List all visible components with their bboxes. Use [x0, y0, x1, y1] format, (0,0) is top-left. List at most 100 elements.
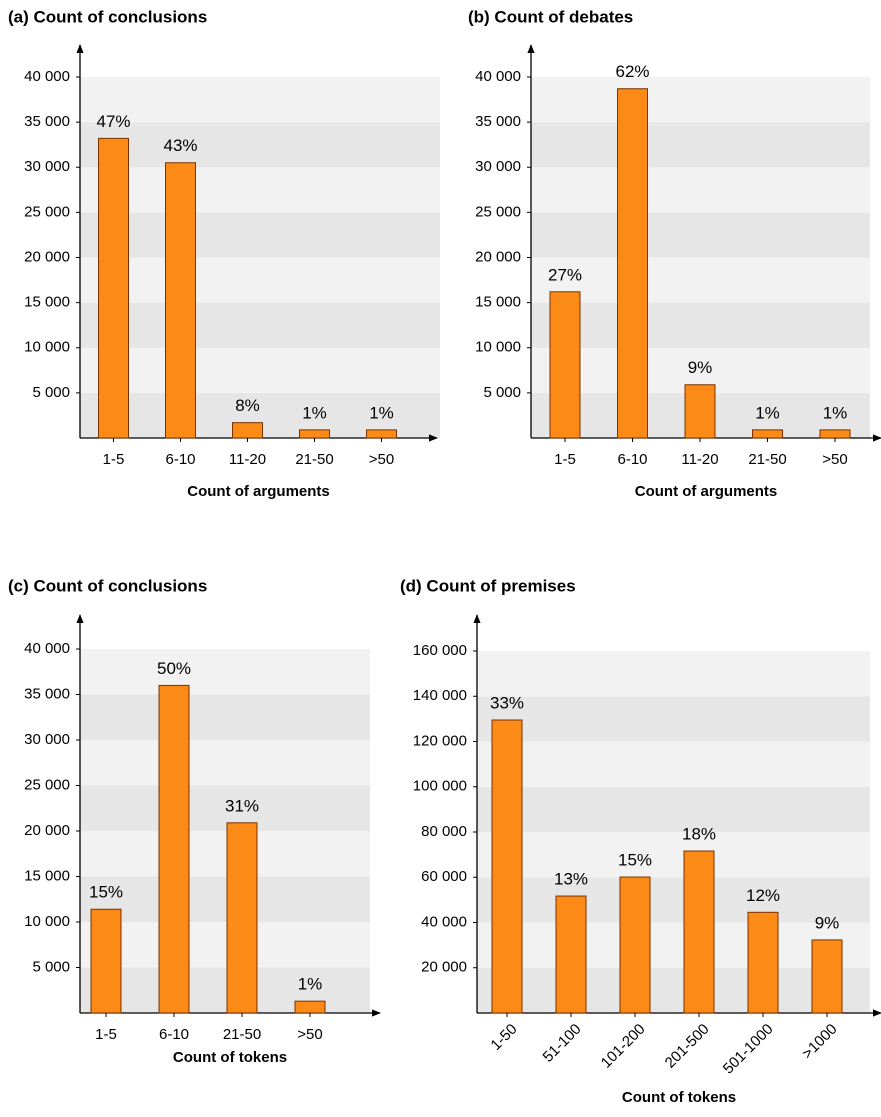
- x-tick-label: 1-5: [103, 451, 125, 468]
- bar-label: 1%: [302, 403, 327, 422]
- grid-band: [80, 347, 440, 393]
- x-tick-label: 21-50: [748, 451, 786, 468]
- x-tick-label: 1-5: [554, 451, 576, 468]
- grid-band: [477, 832, 870, 878]
- y-tick-label: 25 000: [24, 203, 70, 220]
- grid-band: [477, 877, 870, 923]
- bar-label: 1%: [369, 403, 394, 422]
- bar: [165, 162, 196, 439]
- bar-label: 33%: [490, 693, 524, 712]
- grid-band: [80, 302, 440, 348]
- bar-label: 9%: [815, 913, 840, 932]
- y-tick-label: 5 000: [483, 384, 521, 401]
- bar-label: 1%: [755, 403, 780, 422]
- grid-band: [80, 694, 370, 740]
- bar: [684, 384, 716, 439]
- bar: [683, 850, 715, 1014]
- y-tick-label: 160 000: [413, 642, 467, 659]
- y-tick-label: 100 000: [413, 778, 467, 795]
- x-tick-label: 51-100: [540, 1021, 585, 1066]
- y-tick-label: 35 000: [24, 685, 70, 702]
- x-tick-label: 6-10: [165, 451, 195, 468]
- y-tick-label: 10 000: [475, 339, 521, 356]
- bar-label: 1%: [298, 975, 323, 994]
- grid-band: [80, 649, 370, 695]
- grid-band: [80, 122, 440, 168]
- grid-band: [80, 785, 370, 831]
- bar: [232, 422, 263, 439]
- bar-label: 27%: [548, 265, 582, 284]
- bar-label: 18%: [682, 824, 716, 843]
- grid-band: [531, 257, 870, 303]
- y-tick-label: 140 000: [413, 687, 467, 704]
- x-tick-label: >1000: [799, 1021, 841, 1063]
- y-tick-label: 20 000: [475, 248, 521, 265]
- bar-label: 43%: [163, 136, 197, 155]
- x-tick-label: >50: [822, 451, 847, 468]
- grid-band: [477, 651, 870, 697]
- y-tick-label: 5 000: [32, 384, 70, 401]
- x-tick-label: 201-500: [662, 1021, 713, 1072]
- y-tick-label: 40 000: [421, 913, 467, 930]
- bar-label: 62%: [615, 62, 649, 81]
- grid-band: [531, 167, 870, 213]
- bar: [549, 291, 581, 439]
- chart-title: (b) Count of debates: [468, 7, 633, 26]
- y-tick-label: 20 000: [24, 822, 70, 839]
- x-tick-label: 21-50: [223, 1026, 261, 1043]
- x-tick-label: 101-200: [598, 1021, 649, 1072]
- chart-title: (a) Count of conclusions: [8, 7, 207, 26]
- grid-band: [531, 212, 870, 258]
- grid-band: [80, 967, 370, 1013]
- bar-label: 31%: [225, 796, 259, 815]
- y-tick-label: 30 000: [24, 731, 70, 748]
- bar: [752, 429, 783, 439]
- y-tick-label: 40 000: [475, 68, 521, 85]
- grid-band: [80, 77, 440, 123]
- y-tick-label: 40 000: [24, 68, 70, 85]
- bar-label: 9%: [688, 358, 713, 377]
- x-tick-label: 21-50: [295, 451, 333, 468]
- x-tick-label: 11-20: [229, 451, 266, 468]
- bar: [617, 88, 648, 439]
- x-axis-label: Count of tokens: [622, 1089, 736, 1106]
- grid-band: [477, 967, 870, 1013]
- grid-band: [80, 922, 370, 968]
- y-tick-label: 60 000: [421, 868, 467, 885]
- y-tick-label: 10 000: [24, 339, 70, 356]
- y-tick-label: 15 000: [24, 867, 70, 884]
- x-tick-label: 1-5: [95, 1026, 117, 1043]
- bar: [90, 908, 122, 1014]
- bar: [819, 429, 851, 439]
- grid-band: [477, 786, 870, 832]
- bar-label: 13%: [554, 870, 588, 889]
- bar: [555, 895, 587, 1014]
- x-axis-label: Count of tokens: [173, 1049, 287, 1066]
- y-tick-label: 30 000: [24, 158, 70, 175]
- x-tick-label: >50: [297, 1026, 322, 1043]
- y-tick-label: 5 000: [32, 958, 70, 975]
- bar: [366, 429, 397, 439]
- y-tick-label: 120 000: [413, 732, 467, 749]
- bar-label: 8%: [235, 396, 260, 415]
- bar: [226, 822, 258, 1014]
- y-tick-label: 25 000: [24, 776, 70, 793]
- x-tick-label: >50: [369, 451, 394, 468]
- grid-band: [80, 740, 370, 786]
- grid-band: [477, 741, 870, 787]
- bar: [299, 429, 330, 439]
- bar: [619, 876, 651, 1014]
- x-tick-label: 11-20: [681, 451, 718, 468]
- bar-label: 50%: [157, 659, 191, 678]
- bar: [811, 939, 843, 1014]
- grid-band: [531, 302, 870, 348]
- x-axis-label: Count of arguments: [635, 483, 778, 500]
- y-tick-label: 25 000: [475, 203, 521, 220]
- x-tick-label: 501-1000: [720, 1021, 777, 1078]
- bar-label: 15%: [618, 851, 652, 870]
- bar: [294, 1000, 326, 1014]
- x-tick-label: 6-10: [159, 1026, 189, 1043]
- bar-label: 15%: [89, 883, 123, 902]
- y-tick-label: 20 000: [421, 959, 467, 976]
